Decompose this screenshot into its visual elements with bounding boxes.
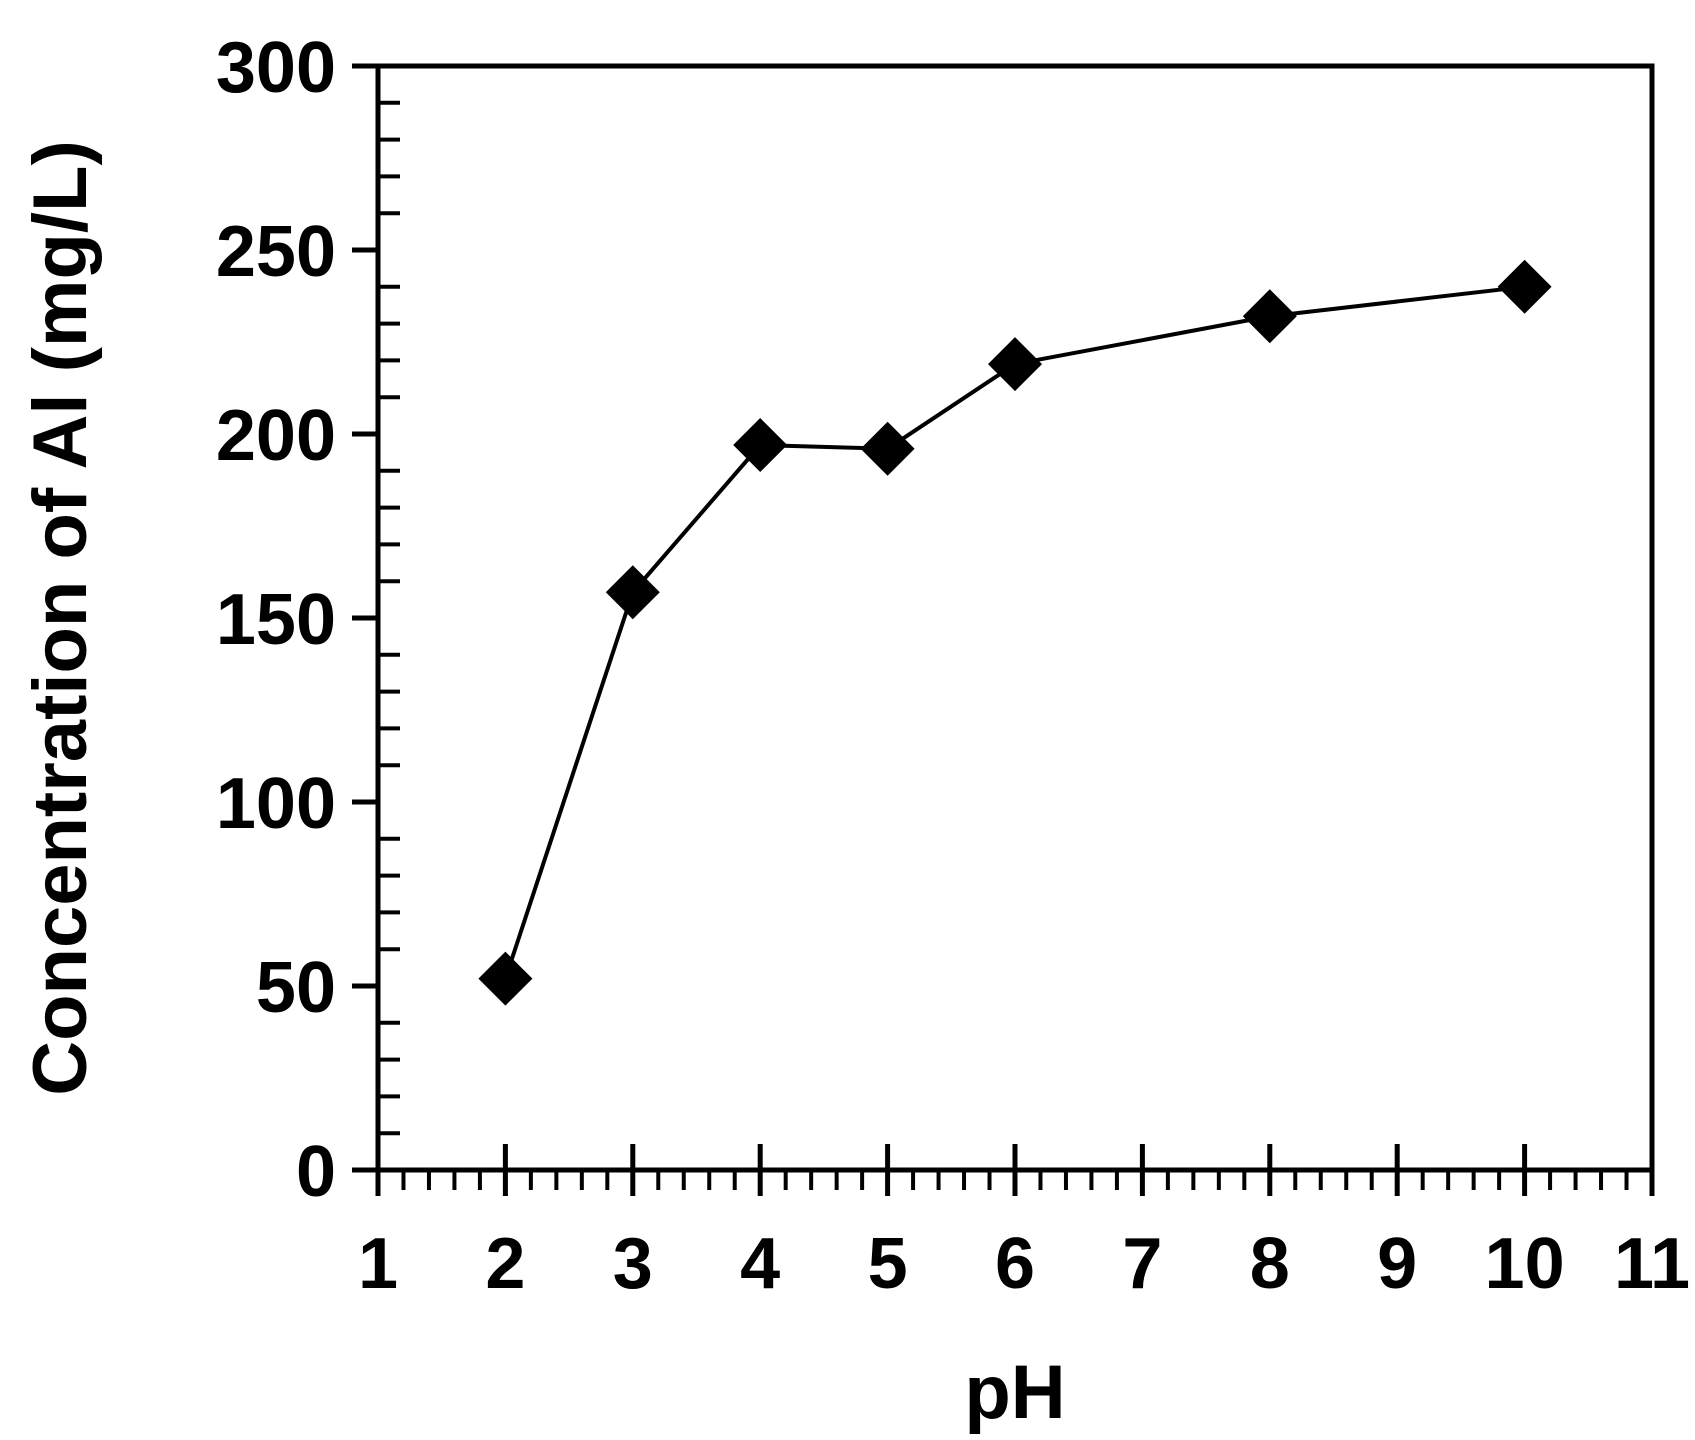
data-point-diamond: [733, 418, 788, 473]
y-tick-label: 150: [216, 580, 336, 660]
axis-ticks: [352, 63, 1655, 1196]
tick-labels: 0 50 100 150 200 250 300 1 2 3 4 5 6 7 8 9 10 11: [216, 28, 1690, 1304]
data-point-diamond: [1242, 289, 1297, 344]
x-tick-label: 11: [1614, 1224, 1690, 1304]
y-tick-label: 0: [296, 1132, 336, 1212]
x-tick-label: 9: [1377, 1224, 1417, 1304]
data-point-diamond: [860, 421, 915, 476]
y-tick-label: 50: [256, 948, 336, 1028]
data-point-diamond: [1497, 259, 1552, 314]
y-tick-label: 250: [216, 212, 336, 292]
x-tick-label: 3: [613, 1224, 653, 1304]
x-tick-label: 6: [995, 1224, 1035, 1304]
x-tick-label: 5: [868, 1224, 908, 1304]
data-series: [478, 259, 1552, 1006]
data-point-diamond: [605, 565, 660, 620]
data-point-diamond: [478, 951, 533, 1006]
x-axis-title: pH: [964, 1350, 1065, 1435]
x-tick-label: 7: [1122, 1224, 1162, 1304]
y-tick-label: 300: [216, 28, 336, 108]
y-axis-title: Concentration of Al (mg/L): [18, 140, 103, 1096]
plot-area-frame: [375, 63, 1655, 1173]
y-tick-label: 200: [216, 396, 336, 476]
x-tick-label: 1: [358, 1224, 398, 1304]
data-point-diamond: [988, 337, 1042, 392]
x-tick-label: 8: [1250, 1224, 1290, 1304]
x-tick-label: 10: [1485, 1224, 1565, 1304]
x-tick-label: 4: [740, 1224, 780, 1304]
y-tick-label: 100: [216, 764, 336, 844]
x-tick-label: 2: [485, 1224, 525, 1304]
